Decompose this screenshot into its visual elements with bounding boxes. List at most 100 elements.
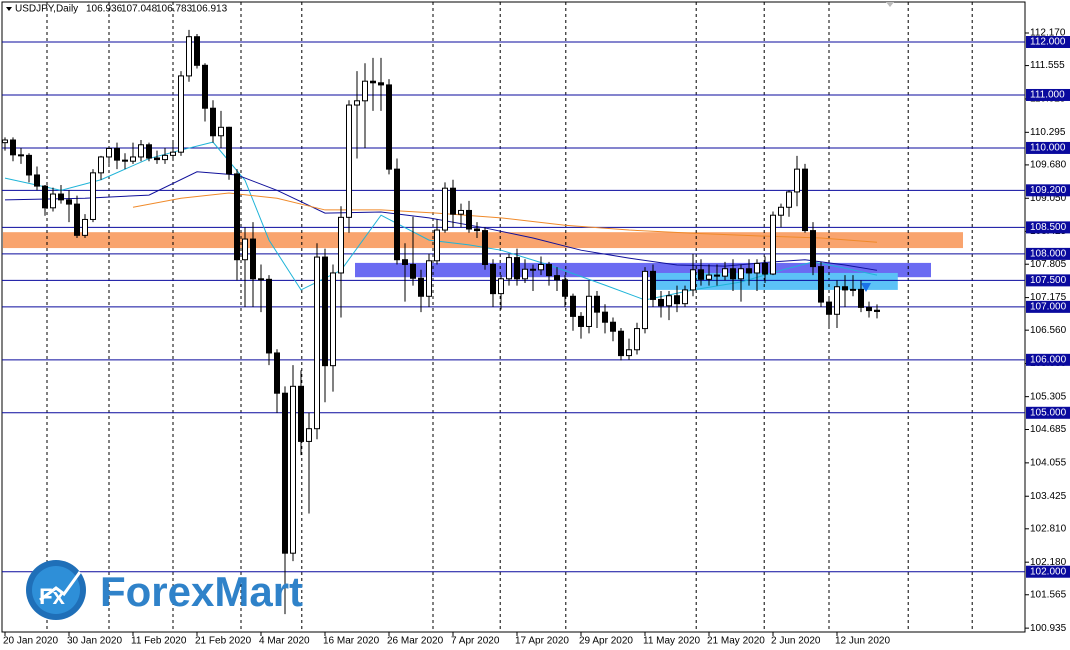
y-tick-label: 111.555 (1030, 60, 1065, 71)
candle-body (250, 238, 256, 280)
candle-body (754, 262, 760, 274)
y-tick-label: 112.170 (1030, 28, 1066, 39)
candle-body (58, 193, 64, 201)
x-tick-label: 4 Mar 2020 (259, 636, 310, 647)
candle-body (538, 263, 544, 271)
level-label: 111.000 (1030, 90, 1065, 101)
candle-body (578, 315, 584, 327)
candle-body (194, 36, 200, 66)
candle-body (130, 156, 136, 162)
candle-body (674, 295, 680, 305)
ohlc-low: 106.783 (156, 4, 193, 15)
candle-body (154, 157, 160, 161)
level-label-box (1026, 221, 1070, 234)
ohlc-high: 107.048 (121, 4, 158, 15)
candle-body (282, 392, 288, 554)
menu-arrow (6, 7, 12, 11)
candle-body (90, 172, 96, 220)
level-label-box (1026, 247, 1070, 260)
candle-body (850, 288, 856, 291)
scroll-marker (886, 2, 894, 7)
plot-frame (1, 1, 1026, 633)
candle-body (418, 277, 424, 297)
candle-body (810, 230, 816, 268)
level-label: 108.000 (1030, 249, 1067, 260)
x-tick-label: 11 Feb 2020 (131, 636, 187, 647)
candle-body (354, 100, 360, 106)
candle-body (658, 298, 664, 307)
candle-body (874, 309, 880, 312)
x-tick-label: 21 May 2020 (707, 636, 765, 647)
candle-body (210, 107, 216, 137)
y-tick-label: 109.050 (1030, 193, 1067, 204)
level-label: 107.000 (1030, 302, 1067, 313)
candle-body (618, 330, 624, 357)
candle-body (634, 328, 640, 351)
candle-body (18, 154, 24, 157)
candle-body (490, 263, 496, 295)
candle-body (434, 229, 440, 262)
candle-body (602, 311, 608, 323)
candle-body (98, 156, 104, 174)
candle-body (826, 301, 832, 315)
candle-body (770, 214, 776, 275)
candle-body (178, 75, 184, 153)
candle-body (722, 268, 728, 277)
candle-body (610, 321, 616, 332)
chart-title: USDJPY,Daily (15, 4, 78, 15)
candle-body (66, 199, 72, 205)
candle-body (642, 270, 648, 330)
x-tick-label: 11 May 2020 (643, 636, 701, 647)
x-tick-label: 12 Jun 2020 (835, 636, 890, 647)
candle-body (330, 272, 336, 367)
candle-body (474, 228, 480, 232)
candle-body (746, 268, 752, 274)
candle-body (818, 266, 824, 303)
candle-body (858, 288, 864, 308)
candle-body (522, 268, 528, 280)
candle-body (730, 268, 736, 280)
level-label-box (1026, 353, 1070, 366)
level-label: 106.000 (1030, 354, 1067, 365)
candle-body (554, 275, 560, 281)
y-tick-label: 104.685 (1030, 424, 1067, 435)
y-tick-label: 100.935 (1030, 623, 1067, 634)
candle-body (26, 154, 32, 176)
candle-body (786, 191, 792, 208)
candle-body (562, 279, 568, 297)
level-label: 108.500 (1030, 222, 1067, 233)
candle-body (258, 278, 264, 281)
y-tick-label: 103.425 (1030, 491, 1067, 502)
x-tick-label: 20 Jan 2020 (3, 636, 58, 647)
candle-body (866, 306, 872, 312)
candle-body (586, 295, 592, 327)
y-tick-label: 109.680 (1030, 160, 1067, 171)
candle-body (122, 159, 128, 162)
watermark: Fx ForexMart (26, 560, 303, 620)
candle-body (242, 238, 248, 261)
candle-body (682, 289, 688, 305)
candle-body (706, 274, 712, 280)
candle-body (338, 216, 344, 274)
level-label-box (1026, 184, 1070, 197)
sell-arrow (861, 283, 871, 292)
candle-body (322, 256, 328, 367)
ohlc-close: 106.913 (191, 4, 228, 15)
candle-body (794, 168, 800, 193)
level-label-box (1026, 141, 1070, 154)
candle-body (458, 209, 464, 215)
y-tick-label: 102.180 (1030, 557, 1067, 568)
y-tick-label: 105.305 (1030, 391, 1067, 402)
candle-body (42, 185, 48, 209)
candle-body (314, 256, 320, 430)
level-label: 102.000 (1030, 566, 1067, 577)
candle-body (498, 278, 504, 295)
candle-body (146, 144, 152, 159)
candle-body (202, 64, 208, 109)
x-tick-label: 7 Apr 2020 (451, 636, 500, 647)
x-tick-label: 16 Mar 2020 (323, 636, 380, 647)
candle-body (106, 147, 112, 158)
candle-body (10, 139, 16, 156)
y-tick-label: 102.810 (1030, 523, 1067, 534)
candle-body (114, 147, 120, 161)
